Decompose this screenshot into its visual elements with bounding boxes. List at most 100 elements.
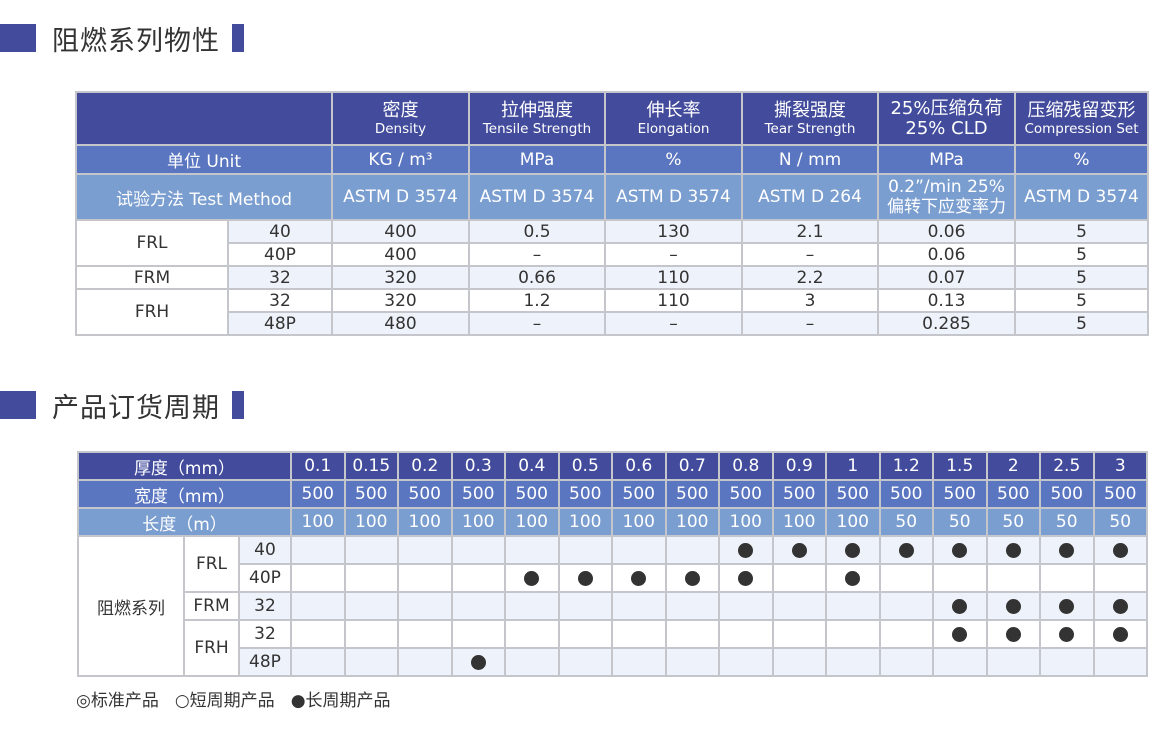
value-cell: – (604, 242, 743, 267)
long-cycle-dot-icon (1005, 598, 1021, 614)
availability-cell (504, 619, 560, 649)
value-cell: 0.5 (468, 219, 606, 244)
availability-cell (557, 535, 613, 565)
availability-cell (611, 647, 667, 677)
length-cell: 100 (397, 507, 453, 537)
value-cell: 5 (1014, 265, 1149, 290)
width-cell: 500 (932, 479, 988, 509)
column-header: 伸长率 Elongation (604, 91, 743, 146)
long-cycle-dot-icon (1112, 626, 1128, 642)
value-cell: 400 (331, 242, 470, 267)
grade: 32 (227, 265, 333, 290)
availability-cell (1092, 563, 1148, 593)
availability-cell (343, 535, 399, 565)
width-cell: 500 (1092, 479, 1148, 509)
grade: 48P (227, 311, 333, 336)
long-cycle-dot-icon (1112, 542, 1128, 558)
table-row: 40P (78, 563, 1148, 593)
grade: 40 (238, 535, 292, 565)
method-cell: 0.2”/min 25% 偏转下应变率力 (877, 173, 1016, 221)
availability-cell (878, 647, 934, 677)
availability-cell (504, 563, 560, 593)
unit-cell: % (1014, 144, 1149, 175)
method-cell: ASTM D 3574 (1014, 173, 1149, 221)
length-label: 长度（m） (77, 507, 292, 537)
length-cell: 50 (878, 507, 934, 537)
value-cell: – (741, 311, 879, 336)
column-header-cn: 25%压缩负荷 (890, 97, 1003, 119)
column-header: 拉伸强度 Tensile Strength (468, 91, 606, 146)
value-cell: 110 (604, 288, 743, 313)
table-row: FRM 32 (78, 591, 1148, 621)
availability-cell (290, 535, 346, 565)
accent-bar (232, 391, 244, 419)
thickness-cell: 0.8 (718, 451, 774, 481)
availability-cell (343, 647, 399, 677)
table-row: FRH 32 320 1.2 110 3 0.13 5 (75, 288, 1149, 336)
length-cell: 100 (557, 507, 613, 537)
group-name: FRL (75, 219, 229, 267)
thickness-cell: 0.5 (557, 451, 613, 481)
table-row: 48P 480– – –0.285 5 (76, 311, 1149, 336)
availability-cell (985, 563, 1041, 593)
availability-cell (932, 591, 988, 621)
availability-cell (932, 619, 988, 649)
availability-cell (771, 591, 827, 621)
long-cycle-dot-icon (524, 570, 540, 586)
group-name: FRM (183, 591, 240, 621)
group-name: FRM (75, 265, 229, 290)
long-cycle-dot-icon (898, 542, 914, 558)
thickness-cell: 1.2 (878, 451, 934, 481)
width-cell: 500 (450, 479, 506, 509)
accent-bar (232, 24, 244, 52)
grade: 40P (227, 242, 333, 267)
unit-cell: % (604, 144, 743, 175)
availability-cell (1092, 591, 1148, 621)
group-name: FRH (75, 288, 229, 336)
long-cycle-dot-icon (684, 570, 700, 586)
availability-cell (557, 591, 613, 621)
value-cell: 0.13 (877, 288, 1016, 313)
availability-cell (450, 647, 506, 677)
method-cell: ASTM D 3574 (468, 173, 606, 221)
availability-cell (557, 619, 613, 649)
availability-cell (771, 619, 827, 649)
availability-cell (611, 535, 667, 565)
length-cell: 50 (985, 507, 1041, 537)
value-cell: 320 (331, 265, 470, 290)
width-cell: 500 (878, 479, 934, 509)
availability-cell (1039, 619, 1095, 649)
accent-bar (0, 24, 36, 52)
length-cell: 100 (290, 507, 346, 537)
long-cycle-dot-icon (952, 542, 968, 558)
method-cell: ASTM D 264 (741, 173, 879, 221)
width-cell: 500 (557, 479, 613, 509)
availability-cell (290, 591, 346, 621)
method-label: 试验方法 Test Method (75, 173, 333, 221)
column-header-cn: 密度 (382, 99, 419, 121)
availability-cell (397, 591, 453, 621)
value-cell: 0.06 (877, 242, 1016, 267)
value-cell: 5 (1014, 288, 1149, 313)
availability-cell (1092, 535, 1148, 565)
table-row: FRL 40 400 0.5 130 2.1 0.06 5 (75, 219, 1149, 267)
section-header-properties: 阻燃系列物性 (0, 24, 244, 57)
availability-cell (664, 619, 720, 649)
long-cycle-dot-icon (738, 542, 754, 558)
long-cycle-dot-icon (1059, 542, 1075, 558)
availability-cell (664, 647, 720, 677)
availability-cell (985, 591, 1041, 621)
length-cell: 100 (611, 507, 667, 537)
properties-table: 密度 Density 拉伸强度 Tensile Strength 伸长率 Elongati… (75, 91, 1149, 336)
availability-cell (557, 563, 613, 593)
group-name: FRL (183, 535, 240, 593)
legend-standard: ◎标准产品 (76, 691, 159, 711)
availability-cell (825, 647, 881, 677)
value-cell: 110 (604, 265, 743, 290)
length-cell: 100 (825, 507, 881, 537)
length-cell: 100 (718, 507, 774, 537)
availability-cell (664, 563, 720, 593)
length-cell: 100 (771, 507, 827, 537)
availability-cell (985, 535, 1041, 565)
column-header-cn: 伸长率 (646, 99, 701, 121)
